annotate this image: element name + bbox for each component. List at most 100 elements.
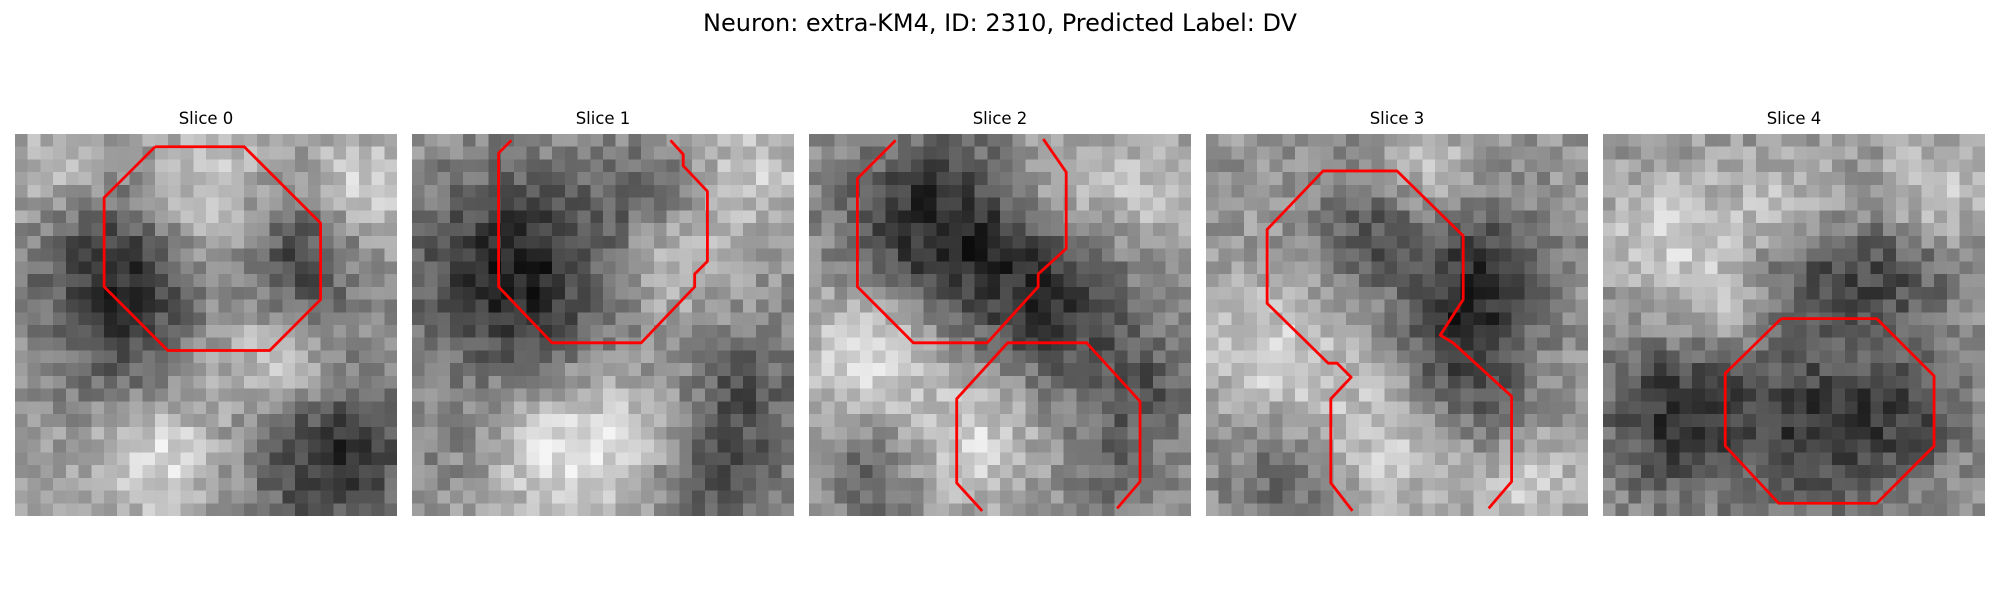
pixel [603,375,616,389]
pixel [1844,414,1858,428]
pixel [1819,350,1833,364]
pixel [1959,350,1973,364]
pixel [1794,477,1807,491]
pixel [1832,223,1846,237]
pixel [167,426,181,440]
pixel [949,299,963,313]
pixel [1178,299,1191,313]
pixel [1346,172,1360,186]
pixel [1358,286,1372,300]
pixel [1076,414,1090,428]
pixel [730,261,744,275]
pixel [1870,414,1884,428]
pixel [1511,248,1525,262]
pixel [155,477,169,491]
pixel [1641,134,1655,147]
pixel [1641,261,1655,275]
pixel [1730,414,1744,428]
pixel [231,197,245,211]
pixel [1615,286,1629,300]
pixel [1000,261,1013,275]
pixel [590,350,604,364]
pixel [552,235,566,249]
pixel [1679,439,1693,453]
pixel [1282,401,1296,415]
pixel [1218,261,1232,275]
pixel [206,159,219,173]
pixel [333,248,347,262]
pixel [1012,401,1026,415]
pixel [834,375,848,389]
pixel [692,426,706,440]
pixel [53,490,67,504]
pixel [603,299,616,313]
pixel [1422,312,1436,326]
pixel [577,261,591,275]
pixel [1857,134,1871,147]
pixel [781,503,794,516]
pixel [1206,452,1219,466]
pixel [40,439,54,453]
pixel [974,414,988,428]
pixel [936,337,950,351]
pixel [936,439,950,453]
pixel [590,184,604,198]
pixel [1063,401,1077,415]
pixel [1076,261,1090,275]
pixel [1921,503,1935,516]
pixel [1218,235,1232,249]
pixel [462,159,476,173]
pixel [590,490,604,504]
pixel [1256,465,1270,479]
pixel [949,490,963,504]
pixel [1794,210,1807,224]
pixel [1371,439,1385,453]
pixel [1165,465,1179,479]
pixel [1038,146,1052,160]
pixel [653,350,667,364]
pixel [1000,299,1013,313]
pixel [1628,439,1642,453]
pixel [1295,477,1309,491]
pixel [653,375,667,389]
pixel [552,388,566,402]
pixel [552,337,566,351]
pixel [1781,286,1795,300]
pixel [1282,325,1296,338]
pixel [809,172,822,186]
pixel [1537,414,1551,428]
pixel [40,146,54,160]
pixel [1692,299,1706,313]
pixel [295,375,309,389]
pixel [910,452,924,466]
pixel [1282,197,1296,211]
pixel [269,159,283,173]
pixel [1755,426,1769,440]
pixel [615,184,629,198]
pixel [1409,375,1423,389]
pixel [755,172,769,186]
pixel [53,261,67,275]
pixel [1371,350,1385,364]
pixel [1832,146,1846,160]
pixel [218,223,232,237]
pixel [1076,197,1090,211]
pixel [1755,503,1769,516]
pixel [475,337,489,351]
pixel [1178,363,1191,377]
pixel [218,159,232,173]
pixel [885,312,899,326]
pixel [1218,465,1232,479]
pixel [1435,363,1449,377]
pixel [1346,426,1360,440]
pixel [1371,375,1385,389]
pixel [91,439,105,453]
pixel [1140,299,1154,313]
pixel [1562,363,1576,377]
pixel [1447,248,1461,262]
pixel [437,235,451,249]
pixel [129,426,143,440]
pixel [358,490,372,504]
roi-outline [1265,169,1514,512]
pixel [885,490,899,504]
